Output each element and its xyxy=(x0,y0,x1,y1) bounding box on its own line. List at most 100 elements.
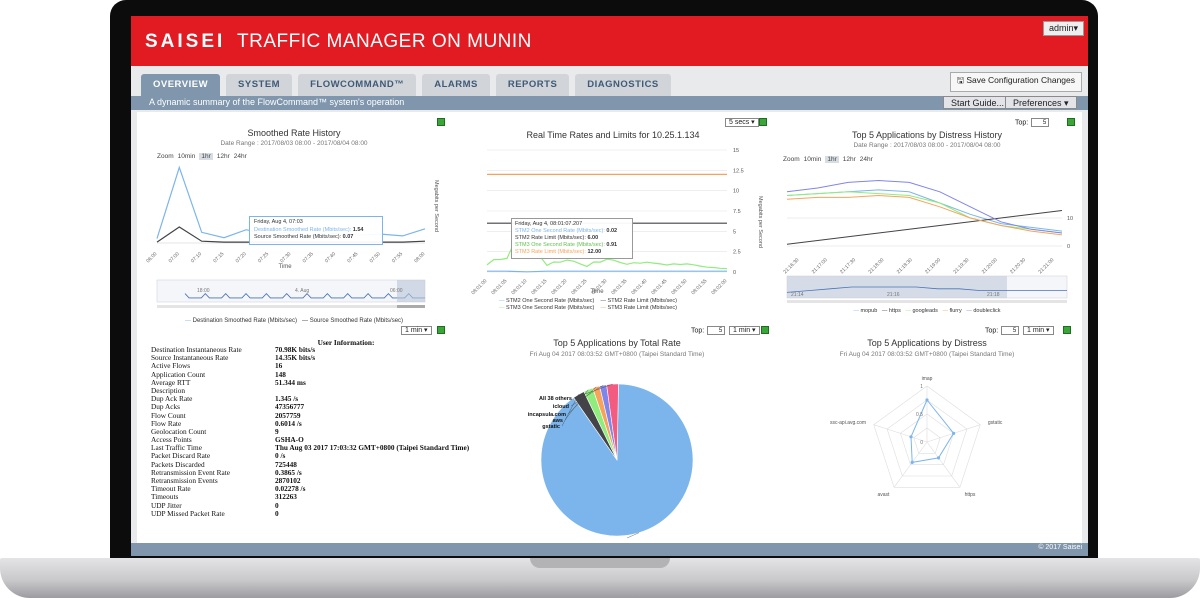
zoom-10min[interactable]: 10min xyxy=(177,153,196,160)
tab-reports[interactable]: REPORTS xyxy=(495,74,570,96)
radar-point[interactable] xyxy=(910,460,914,464)
y-tick: 0 xyxy=(1067,244,1070,250)
legend-item[interactable]: Source Smoothed Rate (Mbits/sec) xyxy=(309,318,404,324)
zoom-24hr[interactable]: 24hr xyxy=(233,153,247,160)
legend-item[interactable]: mopub xyxy=(860,308,878,314)
save-icon: 🖫 xyxy=(956,75,967,85)
top-count-control: Top: 5 xyxy=(985,326,1020,335)
x-tick: 07:30 xyxy=(279,251,292,264)
radar-point[interactable] xyxy=(925,398,929,402)
tab-flowcommand[interactable]: FLOWCOMMAND™ xyxy=(298,74,417,96)
main-tabs: OVERVIEW SYSTEM FLOWCOMMAND™ ALARMS REPO… xyxy=(141,74,677,96)
zoom-24hr[interactable]: 24hr xyxy=(859,156,873,163)
zoom-12hr[interactable]: 12hr xyxy=(216,153,230,160)
export-icon[interactable] xyxy=(437,326,445,334)
radar-axis-label: avast xyxy=(877,492,890,498)
legend-item[interactable]: STM2 One Second Rate (Mbits/sec) xyxy=(506,298,595,304)
navigator-selection[interactable] xyxy=(397,280,425,302)
interval-select[interactable]: 1 min ▾ xyxy=(1023,326,1054,335)
top-count-input[interactable]: 5 xyxy=(1031,118,1050,127)
tab-system[interactable]: SYSTEM xyxy=(226,74,293,96)
legend-item[interactable]: https xyxy=(888,308,901,314)
panel-smoothed-rate: Smoothed Rate History Date Range : 2017/… xyxy=(145,118,445,324)
panel-title: Top 5 Applications by Total Rate xyxy=(553,338,681,348)
footer-copyright: © 2017 Saisei xyxy=(131,543,1088,556)
top-count-input[interactable]: 5 xyxy=(707,326,726,335)
panel-total-rate: Top: 5 1 min ▾ Top 5 Applications by Tota… xyxy=(467,324,769,539)
panel-distress-history: Top: 5 Top 5 Applications by Distress His… xyxy=(777,118,1077,318)
info-row: Flow Rate 0.6014 /s xyxy=(151,419,481,428)
info-key: Geolocation Count xyxy=(151,426,207,436)
info-row: Dup Ack Rate 1.345 /s xyxy=(151,394,481,403)
info-value: 51.344 ms xyxy=(275,377,306,387)
legend-item[interactable]: STM3 Rate Limit (Mbits/sec) xyxy=(607,305,677,311)
info-value: 0 xyxy=(275,500,279,510)
top-label: Top: xyxy=(691,327,705,335)
tab-overview[interactable]: OVERVIEW xyxy=(141,74,221,96)
info-value: 47356777 xyxy=(275,402,305,412)
legend-item[interactable]: googleads xyxy=(912,308,938,314)
export-icon[interactable] xyxy=(437,118,445,126)
zoom-label: Zoom xyxy=(157,153,174,160)
radar-point[interactable] xyxy=(936,456,941,460)
legend-item[interactable]: flurry xyxy=(949,308,962,314)
series-flurry xyxy=(786,194,1063,236)
zoom-1hr[interactable]: 1hr xyxy=(825,156,839,163)
interval-select[interactable]: 5 secs ▾ xyxy=(725,118,759,127)
info-key: Active Flows xyxy=(151,361,191,371)
radar-axis-label: ssc-api.avg.com xyxy=(830,420,866,426)
export-icon[interactable] xyxy=(759,118,767,126)
zoom-10min[interactable]: 10min xyxy=(803,156,822,163)
legend-item[interactable]: Destination Smoothed Rate (Mbits/sec) xyxy=(192,318,297,324)
radar-point[interactable] xyxy=(909,435,913,439)
radar-axis-label: https xyxy=(965,492,976,498)
legend-swatch: — xyxy=(942,308,948,314)
info-row: Description xyxy=(151,386,481,395)
interval-select[interactable]: 1 min ▾ xyxy=(401,326,432,335)
nav-label: 18:00 xyxy=(197,288,210,294)
radial-tick: 1 xyxy=(920,384,923,390)
export-icon[interactable] xyxy=(1067,118,1075,126)
info-row: Retransmission Event Rate 0.3865 /s xyxy=(151,468,481,477)
export-icon[interactable] xyxy=(1063,326,1071,334)
x-tick: 07:25 xyxy=(257,251,270,264)
zoom-label: Zoom xyxy=(783,156,800,163)
legend-item[interactable]: doubleclick xyxy=(973,308,1001,314)
navigator-scrollbar[interactable] xyxy=(787,300,1067,303)
start-guide-button[interactable]: Start Guide... xyxy=(943,96,1013,109)
preferences-button[interactable]: Preferences ▾ xyxy=(1005,96,1077,109)
legend-item[interactable]: STM3 One Second Rate (Mbits/sec) xyxy=(506,305,595,311)
x-tick: 21:20:30 xyxy=(1009,257,1027,275)
tooltip-value: 0.02 xyxy=(606,228,618,234)
total-rate-pie: aysotraining.orggstaticawsincapsula.comi… xyxy=(528,383,694,539)
info-value: 2057759 xyxy=(275,410,301,420)
tab-diagnostics[interactable]: DIAGNOSTICS xyxy=(575,74,671,96)
zoom-1hr[interactable]: 1hr xyxy=(199,153,213,160)
zoom-12hr[interactable]: 12hr xyxy=(842,156,856,163)
laptop-notch xyxy=(530,558,670,568)
legend-item[interactable]: STM2 Rate Limit (Mbits/sec) xyxy=(607,298,677,304)
tab-alarms[interactable]: ALARMS xyxy=(422,74,490,96)
info-row: Retransmission Events 2870102 xyxy=(151,476,481,485)
user-menu-button[interactable]: admin▾ xyxy=(1042,21,1084,36)
scrollbar-thumb[interactable] xyxy=(397,305,425,308)
chart-legend: — STM2 One Second Rate (Mbits/sec) — STM… xyxy=(499,298,739,312)
pie-label: incapsula.com xyxy=(528,412,566,418)
navigator-line xyxy=(184,292,425,299)
interval-select[interactable]: 1 min ▾ xyxy=(729,326,760,335)
x-tick: 08:01:35 xyxy=(610,278,628,296)
navigator-scrollbar[interactable] xyxy=(157,305,425,308)
x-tick: 07:00 xyxy=(168,251,181,264)
series-googleads xyxy=(786,191,1063,234)
panel-distress: Top: 5 1 min ▾ Top 5 Applications by Dist… xyxy=(777,324,1077,539)
radar-axis-label: gstatic xyxy=(988,420,1003,426)
radar-point[interactable] xyxy=(952,431,956,435)
panel-title: Smoothed Rate History xyxy=(247,128,341,138)
save-configuration-button[interactable]: 🖫 Save Configuration Changes xyxy=(949,72,1082,92)
x-tick: 06:00 xyxy=(145,251,158,264)
info-value: 9 xyxy=(275,426,279,436)
export-icon[interactable] xyxy=(761,326,769,334)
top-count-input[interactable]: 5 xyxy=(1001,326,1020,335)
